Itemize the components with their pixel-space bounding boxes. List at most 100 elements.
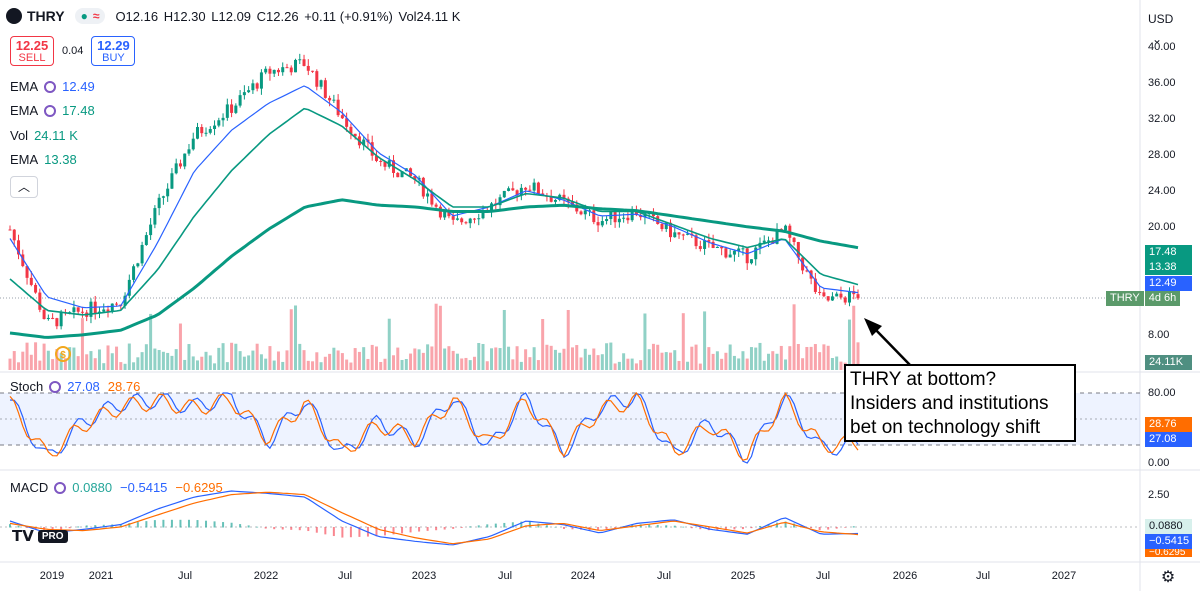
volume-bar	[132, 362, 136, 370]
macd-histogram-bar	[827, 527, 830, 530]
macd-histogram-bar	[511, 522, 514, 528]
volume-bar	[592, 348, 596, 370]
candle-body	[195, 127, 199, 139]
candle-body	[311, 70, 315, 72]
macd-histogram-bar	[332, 527, 335, 537]
volume-bar	[690, 346, 694, 370]
candle-body	[549, 196, 553, 202]
currency-selector[interactable]: USD ⌄	[1142, 9, 1190, 46]
indicator-settings-icon[interactable]	[44, 80, 57, 93]
indicator-settings-icon[interactable]	[44, 104, 57, 117]
candle-body	[191, 138, 195, 150]
volume-bar	[80, 318, 84, 370]
volume-bar	[110, 353, 114, 370]
volume-bar	[847, 319, 851, 370]
status-pill[interactable]: ● ≈	[74, 8, 106, 24]
candle-body	[651, 213, 655, 217]
macd-histogram-bar	[222, 522, 225, 528]
candle-body	[383, 161, 387, 167]
candle-body	[472, 218, 476, 220]
volume-bar	[519, 361, 523, 370]
buy-button[interactable]: 12.29 BUY	[91, 36, 136, 66]
volume-bar	[681, 313, 685, 370]
candle-body	[319, 80, 323, 87]
sell-label: SELL	[18, 52, 46, 64]
volume-bar	[528, 357, 532, 370]
candle-body	[208, 129, 212, 133]
volume-bar	[507, 346, 511, 370]
macd-histogram-bar	[426, 527, 429, 531]
candle-body	[323, 80, 327, 98]
macd-signal-value: −0.6295	[175, 480, 223, 495]
candle-body	[12, 229, 16, 241]
indicator-ema-short[interactable]: EMA 12.49	[10, 79, 95, 94]
macd-histogram-bar	[844, 527, 847, 528]
volume-bar	[170, 355, 174, 370]
candle-body	[102, 309, 106, 312]
candle-body	[55, 318, 59, 327]
annotation-box[interactable]: THRY at bottom? Insiders and institution…	[844, 364, 1076, 442]
volume-bar	[340, 353, 344, 370]
pro-badge: PRO	[37, 529, 68, 543]
volume-bar	[771, 351, 775, 370]
volume-bar	[647, 349, 651, 370]
candle-body	[490, 203, 494, 212]
volume-bar	[93, 358, 97, 370]
macd-histogram-bar	[205, 520, 208, 528]
candle-body	[396, 172, 400, 178]
stoch-header[interactable]: Stoch 27.08 28.76	[10, 379, 140, 394]
candle-body	[468, 218, 472, 224]
volume-bar	[383, 358, 387, 370]
sell-price: 12.25	[15, 38, 49, 53]
volume-bar	[784, 359, 788, 370]
volume-bar	[809, 346, 813, 370]
stoch-settings-icon[interactable]	[49, 380, 62, 393]
macd-histogram-bar	[187, 519, 190, 528]
ema-long-label: 17.48	[1145, 245, 1192, 260]
macd-histogram-bar	[852, 526, 855, 528]
candle-body	[664, 222, 668, 230]
macd-histogram-bar	[494, 523, 497, 528]
macd-histogram-bar	[562, 527, 565, 529]
sell-button[interactable]: 12.25 SELL	[10, 36, 54, 66]
candle-body	[153, 208, 157, 225]
volume-bar	[826, 345, 830, 370]
indicator-ema-long[interactable]: EMA 17.48	[10, 103, 95, 118]
volume-bar	[17, 362, 21, 370]
candle-body	[822, 292, 826, 297]
candle-body	[749, 259, 753, 264]
time-tick: 2022	[253, 570, 279, 582]
candle-body	[225, 104, 229, 118]
volume-bar	[374, 346, 378, 370]
indicator-volume[interactable]: Vol 24.11 K	[10, 128, 78, 143]
macd-histogram-bar	[776, 522, 779, 528]
volume-bar	[622, 353, 626, 370]
macd-histogram-bar	[128, 523, 131, 528]
indicator-ema-mid[interactable]: EMA 13.38	[10, 152, 77, 167]
volume-bar	[315, 352, 319, 370]
settings-icon[interactable]: ⚙	[1160, 569, 1176, 586]
volume-bar	[119, 362, 123, 370]
volume-bar	[818, 352, 822, 370]
candle-body	[46, 317, 50, 320]
tradingview-logo[interactable]: 𝗧𝗩 PRO	[12, 527, 68, 545]
macd-histogram-bar	[452, 527, 455, 529]
macd-header[interactable]: MACD 0.0880 −0.5415 −0.6295	[10, 480, 223, 495]
volume-bar	[187, 344, 191, 370]
price-tick: 32.00	[1148, 113, 1176, 125]
collapse-indicators-button[interactable]: ︿	[10, 176, 38, 198]
volume-bar	[745, 358, 749, 370]
symbol-name[interactable]: THRY	[27, 8, 65, 24]
volume-bar	[460, 358, 464, 370]
candle-body	[187, 149, 191, 154]
annotation-line: THRY at bottom?	[850, 369, 997, 390]
candle-body	[213, 125, 217, 130]
candle-body	[596, 222, 600, 226]
macd-name: MACD	[10, 480, 49, 495]
spread-value: 0.04	[62, 45, 84, 57]
macd-signal-label: −0.6295	[1145, 549, 1192, 557]
dividend-icon[interactable]: $	[55, 346, 71, 362]
macd-histogram-bar	[170, 519, 173, 528]
macd-settings-icon[interactable]	[54, 481, 67, 494]
